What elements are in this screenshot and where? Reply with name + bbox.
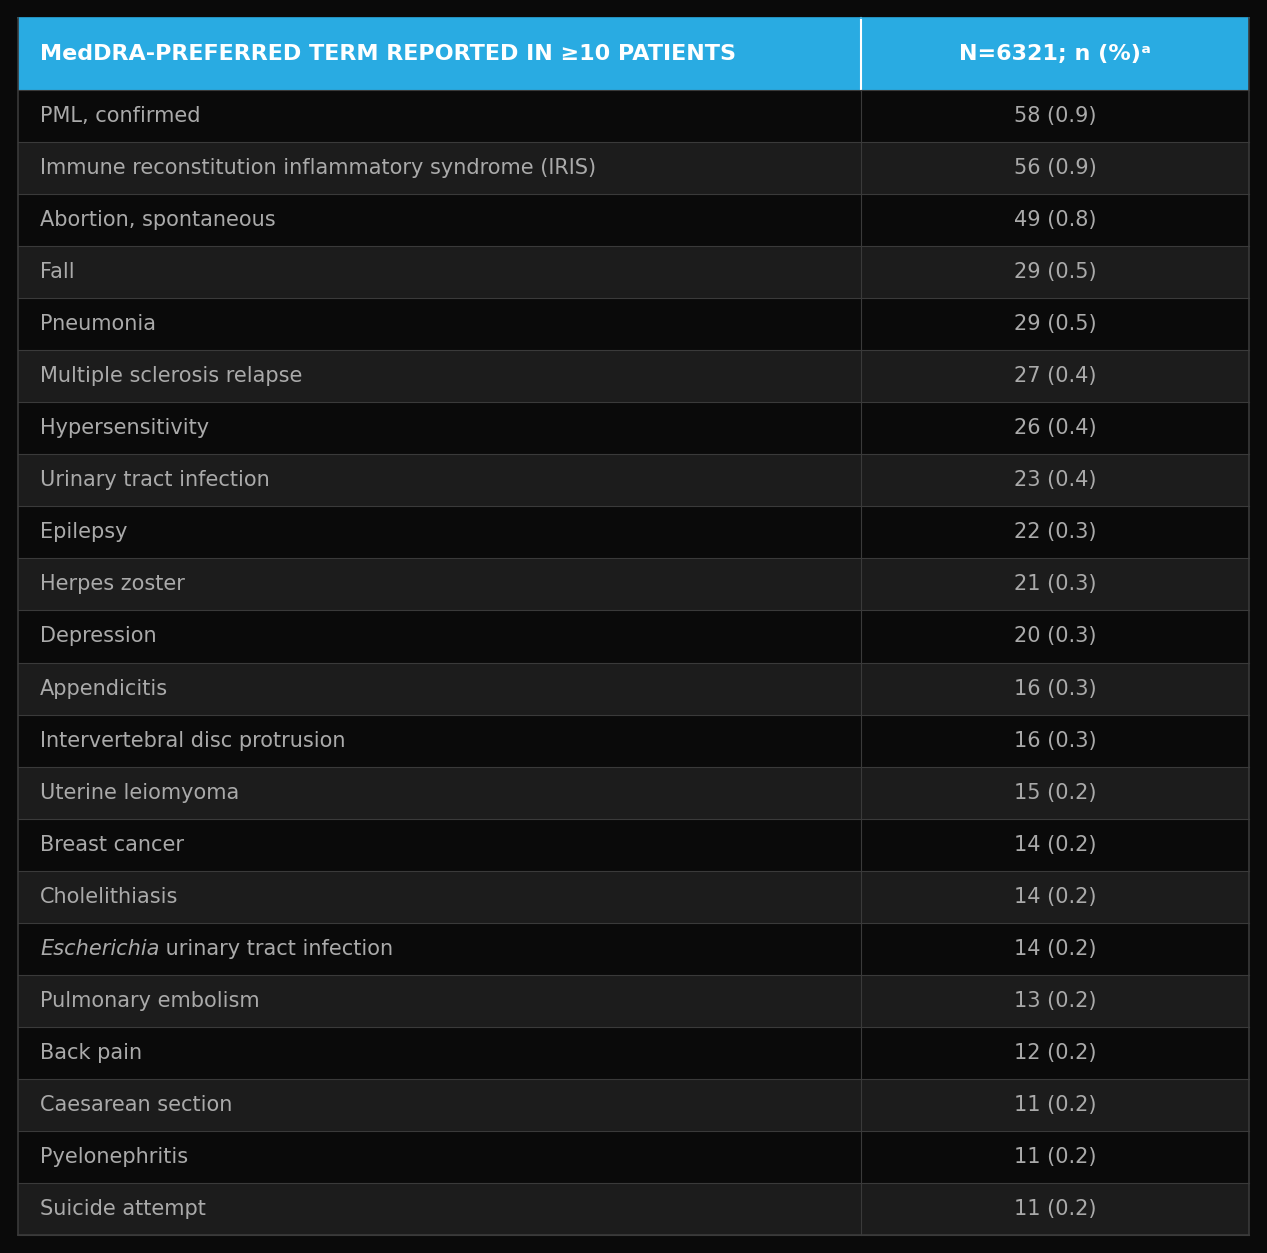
Text: 14 (0.2): 14 (0.2) — [1014, 938, 1096, 959]
Bar — [18, 455, 1249, 506]
Bar — [18, 871, 1249, 922]
Text: Escherichia: Escherichia — [41, 938, 160, 959]
Text: Intervertebral disc protrusion: Intervertebral disc protrusion — [41, 730, 346, 751]
Bar — [18, 663, 1249, 714]
Bar — [18, 818, 1249, 871]
Text: Fall: Fall — [41, 262, 75, 282]
Text: 15 (0.2): 15 (0.2) — [1014, 783, 1096, 803]
Text: 49 (0.8): 49 (0.8) — [1014, 211, 1096, 231]
Text: 16 (0.3): 16 (0.3) — [1014, 730, 1096, 751]
Bar — [18, 975, 1249, 1026]
Text: 22 (0.3): 22 (0.3) — [1014, 523, 1096, 543]
Text: Epilepsy: Epilepsy — [41, 523, 128, 543]
Text: 58 (0.9): 58 (0.9) — [1014, 107, 1096, 127]
Bar — [18, 351, 1249, 402]
Bar — [18, 1131, 1249, 1183]
Text: 11 (0.2): 11 (0.2) — [1014, 1095, 1096, 1115]
Text: Urinary tract infection: Urinary tract infection — [41, 470, 270, 490]
Text: Abortion, spontaneous: Abortion, spontaneous — [41, 211, 276, 231]
Text: 11 (0.2): 11 (0.2) — [1014, 1146, 1096, 1167]
Bar — [18, 1026, 1249, 1079]
Text: 14 (0.2): 14 (0.2) — [1014, 887, 1096, 907]
Bar — [18, 767, 1249, 818]
Text: Pyelonephritis: Pyelonephritis — [41, 1146, 188, 1167]
Bar — [18, 922, 1249, 975]
Bar — [18, 194, 1249, 246]
Text: Appendicitis: Appendicitis — [41, 679, 169, 698]
Text: Herpes zoster: Herpes zoster — [41, 574, 185, 594]
Text: 13 (0.2): 13 (0.2) — [1014, 991, 1096, 1011]
Text: Uterine leiomyoma: Uterine leiomyoma — [41, 783, 239, 803]
Text: Hypersensitivity: Hypersensitivity — [41, 419, 209, 439]
Bar — [18, 298, 1249, 351]
Text: 26 (0.4): 26 (0.4) — [1014, 419, 1096, 439]
Bar — [18, 142, 1249, 194]
Text: 12 (0.2): 12 (0.2) — [1014, 1042, 1096, 1063]
Bar — [18, 1183, 1249, 1235]
Text: 29 (0.5): 29 (0.5) — [1014, 315, 1096, 335]
Bar — [18, 610, 1249, 663]
Bar — [18, 18, 1249, 90]
Bar — [18, 246, 1249, 298]
Text: Multiple sclerosis relapse: Multiple sclerosis relapse — [41, 366, 303, 386]
Text: 23 (0.4): 23 (0.4) — [1014, 470, 1096, 490]
Text: 21 (0.3): 21 (0.3) — [1014, 574, 1096, 594]
Text: 16 (0.3): 16 (0.3) — [1014, 679, 1096, 698]
Text: Pulmonary embolism: Pulmonary embolism — [41, 991, 260, 1011]
Bar — [18, 1079, 1249, 1131]
Text: 11 (0.2): 11 (0.2) — [1014, 1199, 1096, 1219]
Text: 29 (0.5): 29 (0.5) — [1014, 262, 1096, 282]
Text: MedDRA-PREFERRED TERM REPORTED IN ≥10 PATIENTS: MedDRA-PREFERRED TERM REPORTED IN ≥10 PA… — [41, 44, 736, 64]
Bar — [18, 559, 1249, 610]
Text: N=6321; n (%)ᵃ: N=6321; n (%)ᵃ — [959, 44, 1152, 64]
Text: Cholelithiasis: Cholelithiasis — [41, 887, 179, 907]
Bar — [18, 714, 1249, 767]
Text: Caesarean section: Caesarean section — [41, 1095, 232, 1115]
Text: PML, confirmed: PML, confirmed — [41, 107, 200, 127]
Text: 27 (0.4): 27 (0.4) — [1014, 366, 1096, 386]
Text: 14 (0.2): 14 (0.2) — [1014, 834, 1096, 855]
Text: Depression: Depression — [41, 626, 157, 647]
Bar — [18, 90, 1249, 142]
Text: Pneumonia: Pneumonia — [41, 315, 156, 335]
Text: Suicide attempt: Suicide attempt — [41, 1199, 205, 1219]
Text: 56 (0.9): 56 (0.9) — [1014, 158, 1096, 178]
Text: Breast cancer: Breast cancer — [41, 834, 184, 855]
Bar — [18, 506, 1249, 559]
Text: urinary tract infection: urinary tract infection — [160, 938, 394, 959]
Text: 20 (0.3): 20 (0.3) — [1014, 626, 1096, 647]
Text: Back pain: Back pain — [41, 1042, 142, 1063]
Bar — [18, 402, 1249, 455]
Text: Immune reconstitution inflammatory syndrome (IRIS): Immune reconstitution inflammatory syndr… — [41, 158, 597, 178]
